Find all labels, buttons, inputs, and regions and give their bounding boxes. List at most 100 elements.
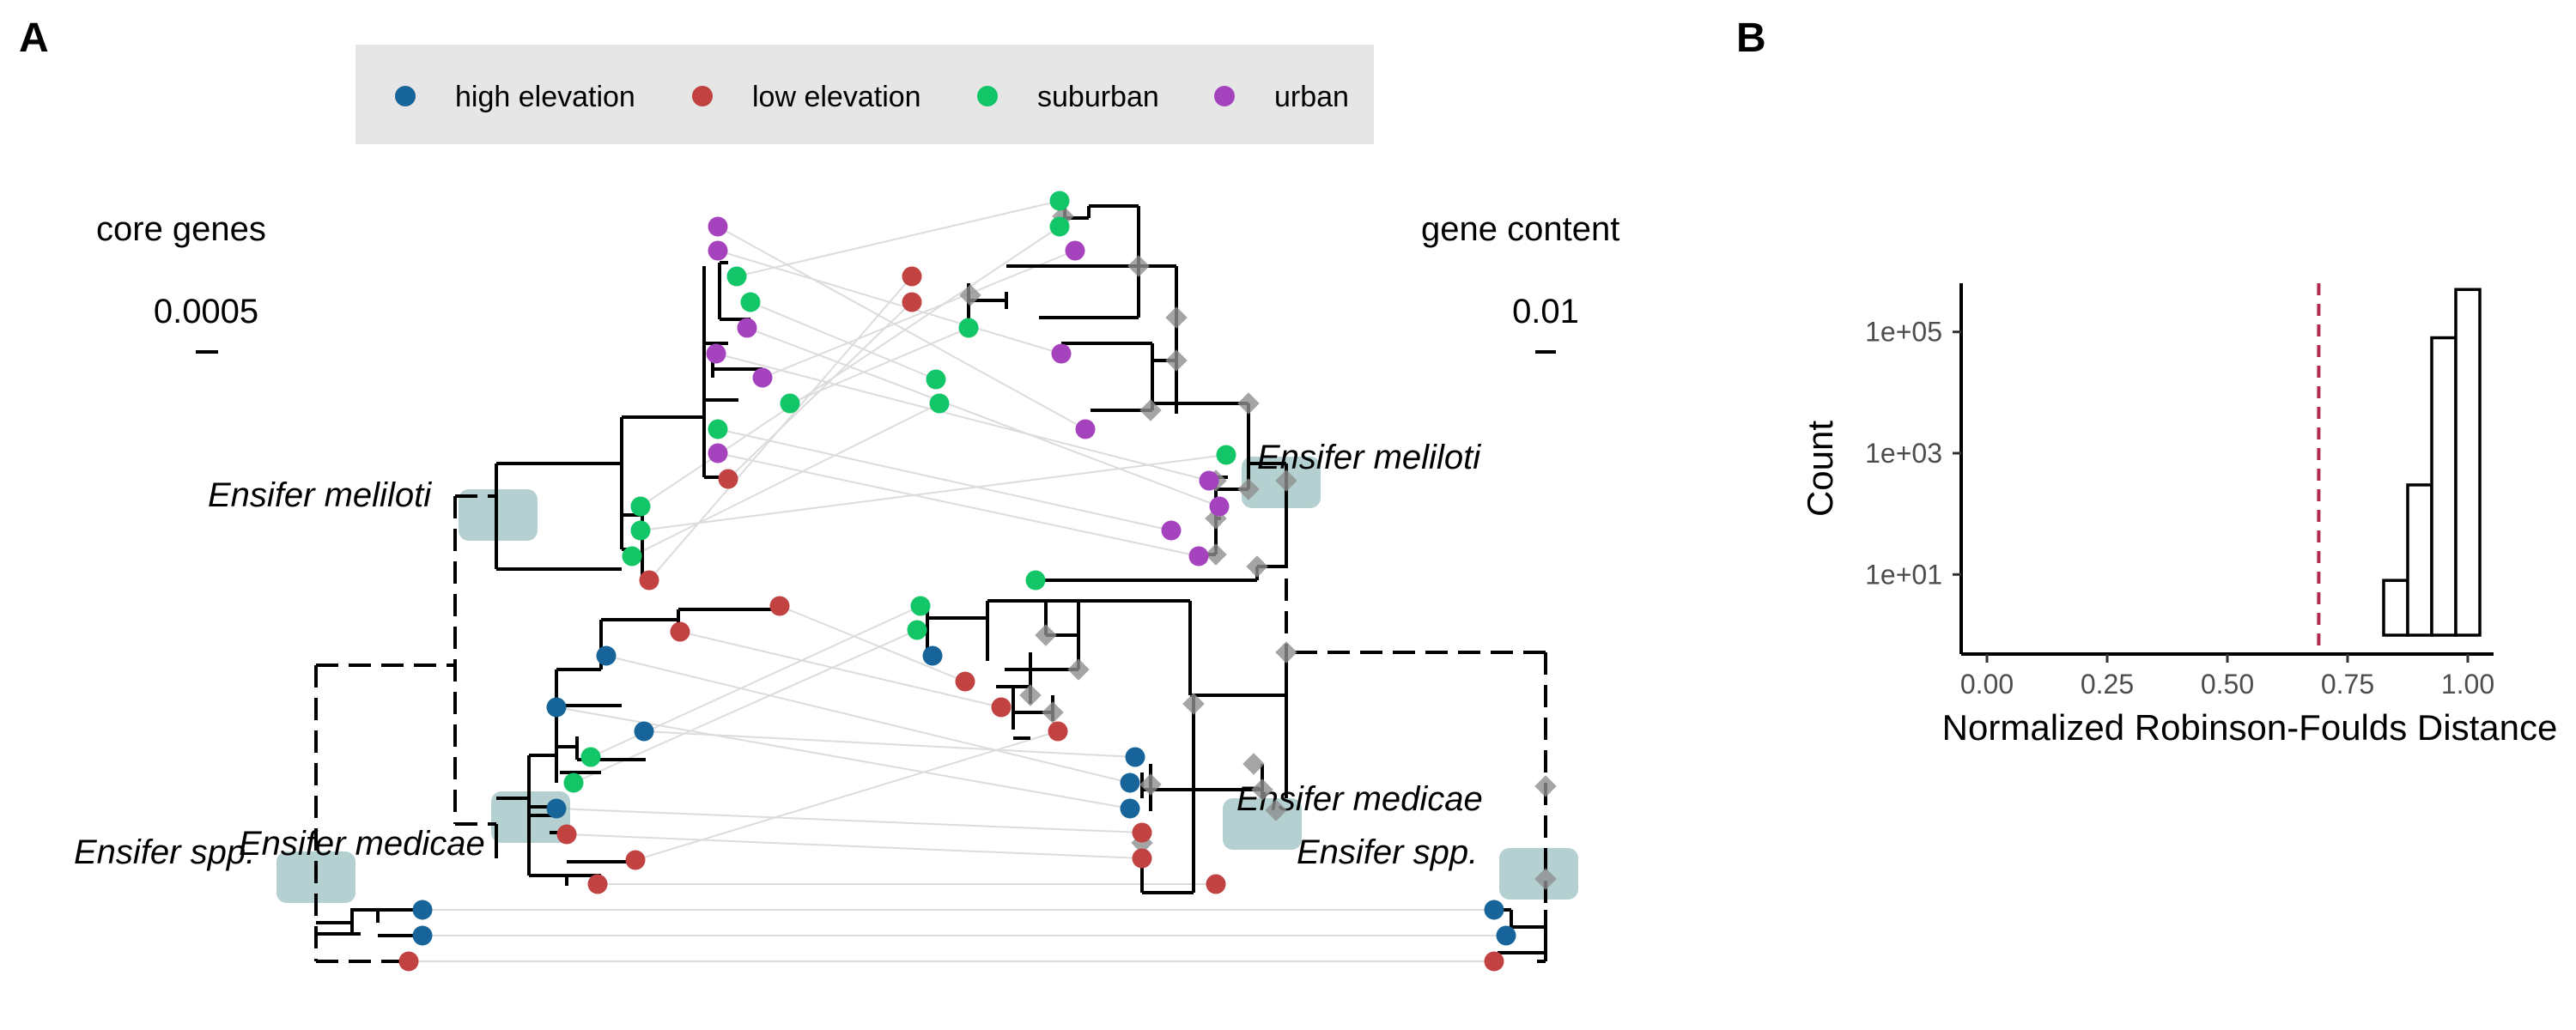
legend-label-suburban: suburban bbox=[1037, 81, 1159, 113]
y-tick-label: 1e+03 bbox=[1865, 438, 1942, 469]
connector-line bbox=[640, 226, 1060, 507]
y-axis-title: Count bbox=[1800, 421, 1840, 517]
left-tip-point: suburban bbox=[726, 266, 747, 287]
connector-line bbox=[679, 631, 1002, 708]
legend-label-high-elevation: high elevation bbox=[455, 81, 635, 113]
left-tip-point: suburban bbox=[780, 393, 800, 414]
left-tip-point: low elevation bbox=[587, 874, 608, 894]
right-tip-point: high elevation bbox=[1484, 900, 1504, 920]
panel-letter-b: B bbox=[1736, 15, 1766, 61]
node-marker bbox=[959, 284, 981, 306]
right-clade-spp-label: Ensifer spp. bbox=[1297, 833, 1478, 871]
left-tip-point: low elevation bbox=[670, 621, 690, 642]
right-tip-point: suburban bbox=[1025, 570, 1046, 591]
connector-line bbox=[727, 301, 913, 480]
connector-line bbox=[573, 629, 918, 784]
right-tip-point: low elevation bbox=[955, 671, 975, 692]
histogram-bars bbox=[2382, 288, 2482, 637]
right-tree-title: gene content bbox=[1421, 210, 1619, 248]
left-medicae-lower bbox=[529, 758, 646, 834]
node-marker bbox=[1534, 775, 1557, 797]
right-meliloti-base bbox=[1176, 402, 1288, 568]
right-tip-point: urban bbox=[1065, 240, 1085, 261]
left-medicae-inner bbox=[527, 618, 678, 824]
histogram-panel: 0.00 0.25 0.50 0.75 1.00 1e+01 1e+03 1e+05 Nor… bbox=[1800, 283, 2557, 748]
left-tip-point: high elevation bbox=[412, 925, 433, 946]
left-tip-point: suburban bbox=[740, 292, 761, 312]
left-tip-point: high elevation bbox=[412, 900, 433, 920]
y-axis-ticks: 1e+01 1e+03 1e+05 bbox=[1865, 317, 1961, 590]
legend-label-urban: urban bbox=[1274, 81, 1349, 113]
x-axis-ticks: 0.00 0.25 0.50 0.75 1.00 bbox=[1960, 654, 2494, 700]
connector-line bbox=[635, 730, 1059, 861]
right-tip-point: low elevation bbox=[1132, 822, 1152, 843]
x-tick-label: 0.50 bbox=[2201, 669, 2254, 700]
x-tick-label: 0.00 bbox=[1960, 669, 2014, 700]
right-meliloti-upper bbox=[1039, 204, 1178, 414]
right-tip-point: low elevation bbox=[1048, 721, 1068, 742]
connector-line bbox=[779, 605, 966, 682]
right-medicae-top bbox=[926, 599, 1048, 704]
right-tip-point: suburban bbox=[1216, 445, 1236, 465]
connector-line bbox=[643, 730, 1136, 758]
right-tree-tips: suburban suburban urban low elevation low el… bbox=[902, 191, 1516, 972]
right-tip-point: suburban bbox=[1049, 191, 1070, 211]
left-tip-point: low elevation bbox=[769, 596, 790, 616]
left-tip-point: high elevation bbox=[546, 697, 567, 718]
x-tick-label: 0.75 bbox=[2321, 669, 2374, 700]
node-marker bbox=[1127, 255, 1150, 277]
right-spp-highlight bbox=[1499, 848, 1578, 900]
connector-line bbox=[556, 808, 1143, 833]
left-meliloti-minor bbox=[635, 360, 762, 584]
right-tip-point: low elevation bbox=[902, 292, 922, 312]
right-medicae-upper bbox=[1005, 599, 1194, 697]
connector-line bbox=[750, 301, 937, 380]
left-tip-point: suburban bbox=[622, 546, 642, 566]
left-main-split bbox=[453, 494, 496, 826]
left-tip-point: low elevation bbox=[556, 824, 577, 845]
left-root-branch bbox=[314, 663, 455, 963]
right-root-branch bbox=[1286, 651, 1547, 963]
left-meliloti-base bbox=[495, 462, 622, 571]
legend-key-urban bbox=[1214, 86, 1235, 106]
connector-line bbox=[605, 655, 1131, 784]
y-tick-label: 1e+01 bbox=[1865, 559, 1942, 590]
legend-background bbox=[355, 45, 1374, 144]
connector-line bbox=[640, 454, 1227, 531]
right-scale-label: 0.01 bbox=[1512, 293, 1579, 330]
left-tip-point: suburban bbox=[563, 772, 584, 793]
connector-line bbox=[789, 327, 969, 404]
connector-line bbox=[717, 452, 1200, 557]
y-tick-label: 1e+05 bbox=[1865, 317, 1942, 348]
node-marker bbox=[1246, 555, 1268, 578]
histogram-bar bbox=[2406, 483, 2433, 637]
left-meliloti-outer bbox=[702, 266, 738, 479]
right-tip-point: urban bbox=[1188, 546, 1209, 566]
right-tip-point: urban bbox=[1051, 343, 1072, 364]
legend-key-low-elevation bbox=[692, 86, 713, 106]
left-medicae-base bbox=[495, 797, 567, 877]
connector-line bbox=[715, 353, 1210, 482]
left-tip-point: urban bbox=[706, 343, 726, 364]
legend-key-suburban bbox=[977, 86, 998, 106]
left-tip-point: low elevation bbox=[398, 951, 419, 972]
node-marker bbox=[1275, 641, 1297, 663]
right-tip-point: low elevation bbox=[902, 266, 922, 287]
left-tip-point: urban bbox=[708, 216, 728, 237]
right-meliloti-mid bbox=[1061, 342, 1176, 412]
node-marker bbox=[1165, 349, 1188, 372]
connector-line bbox=[717, 428, 1172, 531]
connector-line bbox=[736, 200, 1060, 277]
right-tip-point: suburban bbox=[926, 369, 946, 390]
right-tip-point: urban bbox=[1161, 520, 1182, 541]
x-tick-label: 0.25 bbox=[2081, 669, 2134, 700]
connector-line bbox=[648, 276, 913, 581]
node-marker bbox=[1042, 701, 1064, 724]
left-tip-point: low elevation bbox=[718, 469, 738, 489]
histogram-bar bbox=[2430, 336, 2458, 637]
left-clade-medicae-label: Ensifer medicae bbox=[239, 825, 485, 863]
right-tip-point: suburban bbox=[907, 620, 927, 640]
right-tip-point: high elevation bbox=[1496, 925, 1516, 946]
panel-letter-a: A bbox=[19, 15, 49, 61]
